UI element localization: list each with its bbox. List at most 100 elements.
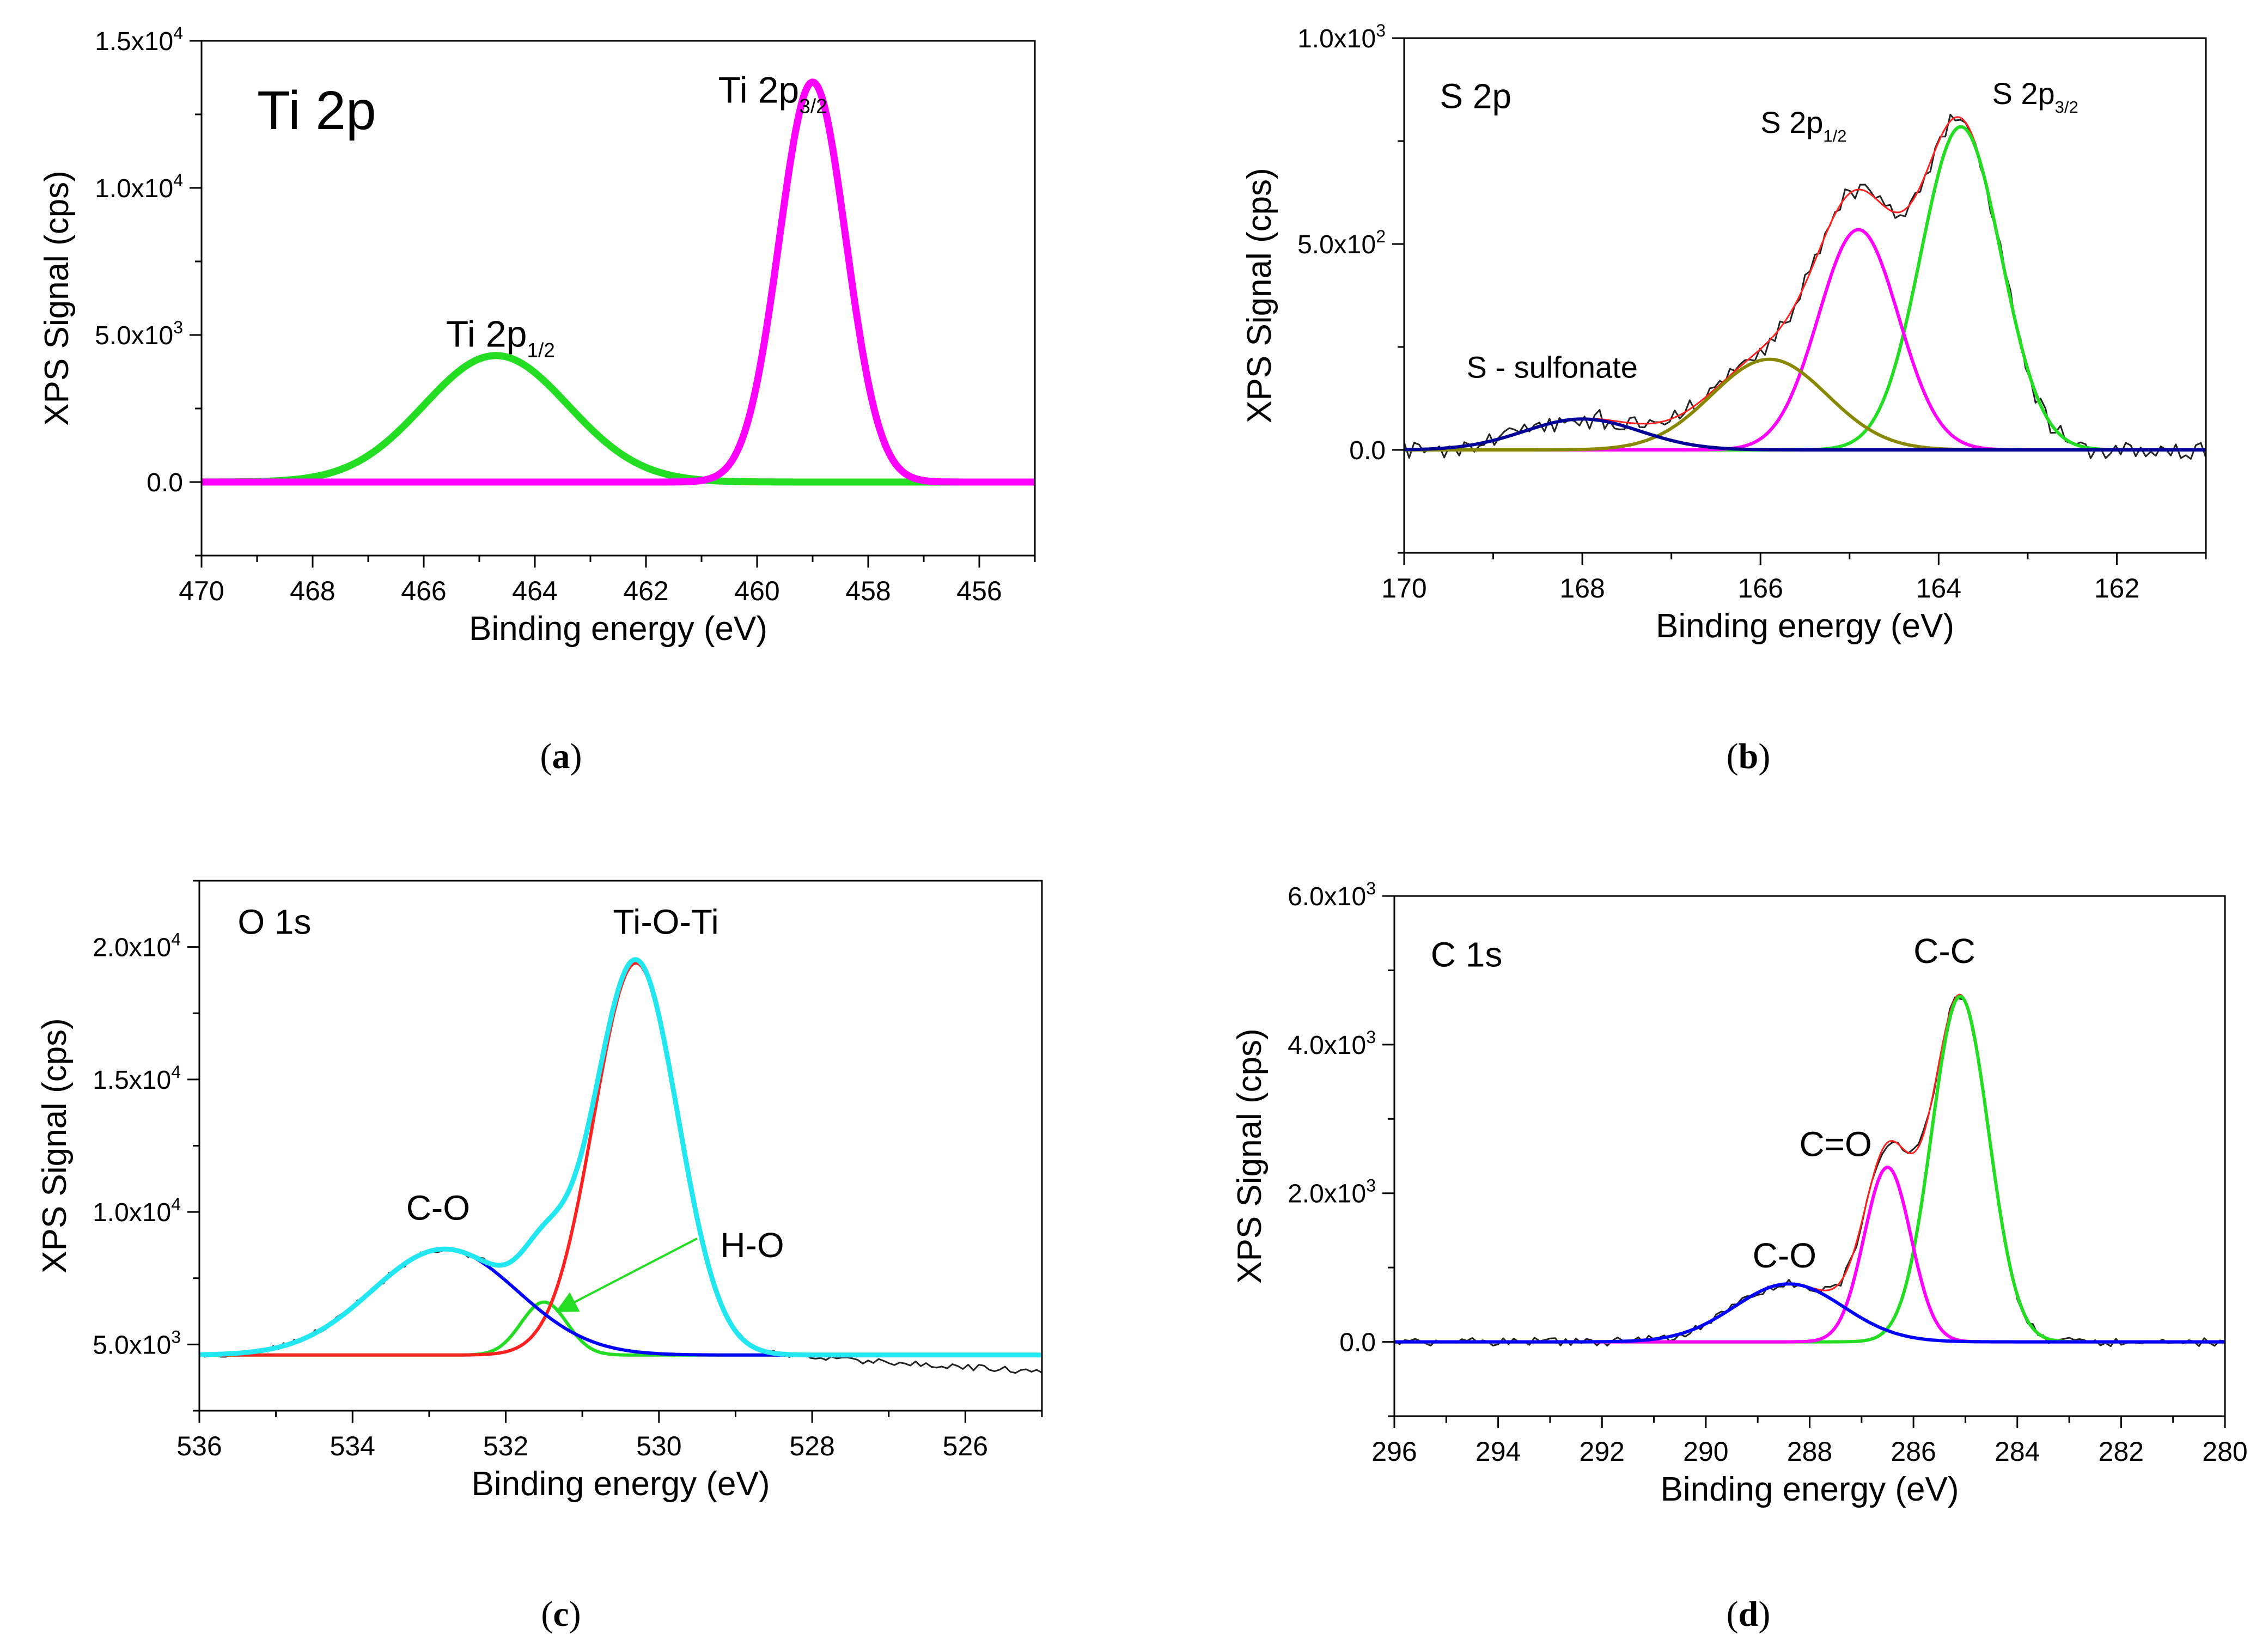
annotation-b-1: S 2p1/2 xyxy=(1760,105,1846,145)
panel-c-o-1s: 536 534 532 530 528 5265.0x1031.0x1041.5x1042… xyxy=(36,880,1043,1634)
annotation-d-2: C=O xyxy=(1799,1125,1871,1164)
series-b-s-2p3-2 xyxy=(1404,125,2206,452)
annotation-main: S - sulfonate xyxy=(1466,350,1637,385)
x-tick-label-a: 466 xyxy=(401,576,446,606)
y-tick-base: 5.0x10 xyxy=(95,321,173,350)
y-tick-label-a: 0.0 xyxy=(147,468,183,497)
y-tick-base: 1.5x10 xyxy=(93,1066,171,1095)
y-axis-label-c: XPS Signal (cps) xyxy=(36,1018,74,1273)
y-tick-exponent: 3 xyxy=(1376,21,1386,40)
y-tick-label-c: 1.5x104 xyxy=(93,1062,181,1095)
caption-open-paren: ( xyxy=(1727,1594,1739,1634)
series-d-raw xyxy=(1394,996,2225,1348)
y-tick-exponent: 4 xyxy=(171,1194,181,1214)
series-c-ti-o-ti xyxy=(199,961,1042,1357)
h-o-arrow xyxy=(555,1237,698,1312)
y-tick-label-b: 0.0 xyxy=(1349,436,1386,465)
y-tick-exponent: 3 xyxy=(1366,1027,1376,1047)
series-b-fit-envelope xyxy=(1404,116,2206,451)
annotation-d-3: C-O xyxy=(1753,1236,1816,1275)
x-tick-label-a: 456 xyxy=(956,576,1002,606)
annotation-b-0: S 2p xyxy=(1440,77,1511,116)
panel-a-ti-2p: 470 468 466 464 462 460 458 456 0.0 5.0x103 1.0x10… xyxy=(38,23,1036,776)
caption-letter: c xyxy=(553,1594,569,1634)
series-group-b xyxy=(1404,113,2206,460)
annotation-subscript: 1/2 xyxy=(1823,126,1846,145)
annotation-d-0: C 1s xyxy=(1431,935,1503,974)
annotation-main: C=O xyxy=(1799,1125,1871,1164)
y-tick-exponent: 3 xyxy=(171,1327,181,1346)
plot-frame-a xyxy=(200,40,1036,557)
x-tick-label-c: 526 xyxy=(943,1431,988,1461)
caption-letter: d xyxy=(1739,1594,1759,1634)
x-tick-label-d: 288 xyxy=(1787,1436,1832,1467)
y-tick-label-a: 5.0x103 xyxy=(95,318,183,350)
x-tick-label-d: 290 xyxy=(1683,1436,1728,1467)
annotation-b-2: S 2p3/2 xyxy=(1992,76,2078,117)
annotation-c-1: Ti-O-Ti xyxy=(613,902,718,941)
annotation-c-0: O 1s xyxy=(237,902,311,941)
y-tick-base: 4.0x10 xyxy=(1288,1031,1366,1060)
x-tick-label-d: 282 xyxy=(2099,1436,2144,1467)
x-tick-label-c: 530 xyxy=(636,1431,681,1461)
x-tick-label-d: 292 xyxy=(1580,1436,1625,1467)
x-tick-label-a: 458 xyxy=(845,576,891,606)
y-tick-label-d: 0.0 xyxy=(1339,1328,1376,1357)
x-tick-label-d: 296 xyxy=(1371,1436,1417,1467)
y-tick-label-a: 1.5x104 xyxy=(95,23,183,56)
panel-d-c-1s: 296 294 292 290 288 286 284 282 2800.02.0x1034.0… xyxy=(1231,879,2248,1634)
panel-caption-b: (b) xyxy=(1727,736,1771,776)
x-tick-label-c: 528 xyxy=(789,1431,834,1461)
x-axis-label-c: Binding energy (eV) xyxy=(472,1465,770,1503)
y-tick-base: 1.0x10 xyxy=(1297,25,1376,53)
caption-close-paren: ) xyxy=(1758,1594,1770,1634)
annotation-main: Ti 2p xyxy=(257,80,376,141)
annotation-main: O 1s xyxy=(237,902,311,941)
caption-letter: b xyxy=(1739,736,1759,776)
y-tick-base: 6.0x10 xyxy=(1288,882,1366,911)
y-tick-exponent: 4 xyxy=(171,930,181,949)
annotation-subscript: 1/2 xyxy=(527,339,554,362)
x-axis-label-b: Binding energy (eV) xyxy=(1656,607,1954,645)
y-axis-label-b: XPS Signal (cps) xyxy=(1241,168,1278,423)
y-tick-label-c: 5.0x103 xyxy=(93,1327,181,1360)
series-d-c-o xyxy=(1394,1282,2225,1344)
series-c-raw xyxy=(199,960,1042,1374)
annotation-main: Ti 2p xyxy=(446,314,527,355)
x-tick-label-c: 536 xyxy=(176,1431,222,1461)
series-group-a xyxy=(202,78,1035,486)
annotation-c-3: H-O xyxy=(720,1226,784,1265)
annotation-main: C-O xyxy=(1753,1236,1816,1275)
y-tick-base: 1.5x10 xyxy=(95,27,173,56)
x-tick-label-a: 470 xyxy=(179,576,224,606)
caption-open-paren: ( xyxy=(541,1594,553,1634)
y-tick-exponent: 3 xyxy=(173,318,183,337)
y-tick-label-b: 5.0x102 xyxy=(1297,227,1386,259)
annotation-subscript: 3/2 xyxy=(799,95,827,117)
x-axis-label-a: Binding energy (eV) xyxy=(469,610,767,648)
y-tick-base: 0.0 xyxy=(1339,1328,1376,1357)
plot-frame-c xyxy=(198,880,1043,1412)
y-tick-exponent: 4 xyxy=(171,1062,181,1082)
y-tick-exponent: 4 xyxy=(173,23,183,43)
annotation-main: S 2p xyxy=(1440,77,1511,116)
y-tick-label-c: 1.0x104 xyxy=(93,1194,181,1227)
x-tick-label-d: 294 xyxy=(1475,1436,1521,1467)
x-tick-label-b: 170 xyxy=(1381,573,1426,604)
caption-letter: a xyxy=(552,736,570,776)
caption-open-paren: ( xyxy=(540,736,552,776)
y-tick-base: 5.0x10 xyxy=(1297,230,1376,259)
x-tick-label-d: 286 xyxy=(1891,1436,1936,1467)
annotation-a-1: Ti 2p3/2 xyxy=(718,69,827,117)
y-tick-exponent: 4 xyxy=(173,170,183,190)
y-tick-exponent: 3 xyxy=(1366,1176,1376,1196)
annotation-subscript: 3/2 xyxy=(2055,97,2078,117)
annotation-main: H-O xyxy=(720,1226,784,1265)
annotation-main: C 1s xyxy=(1431,935,1503,974)
y-tick-base: 5.0x10 xyxy=(93,1331,171,1360)
annotation-b-3: S - sulfonate xyxy=(1466,350,1637,385)
y-tick-label-a: 1.0x104 xyxy=(95,170,183,203)
x-tick-label-b: 164 xyxy=(1916,573,1961,604)
panel-caption-a: (a) xyxy=(540,736,582,776)
